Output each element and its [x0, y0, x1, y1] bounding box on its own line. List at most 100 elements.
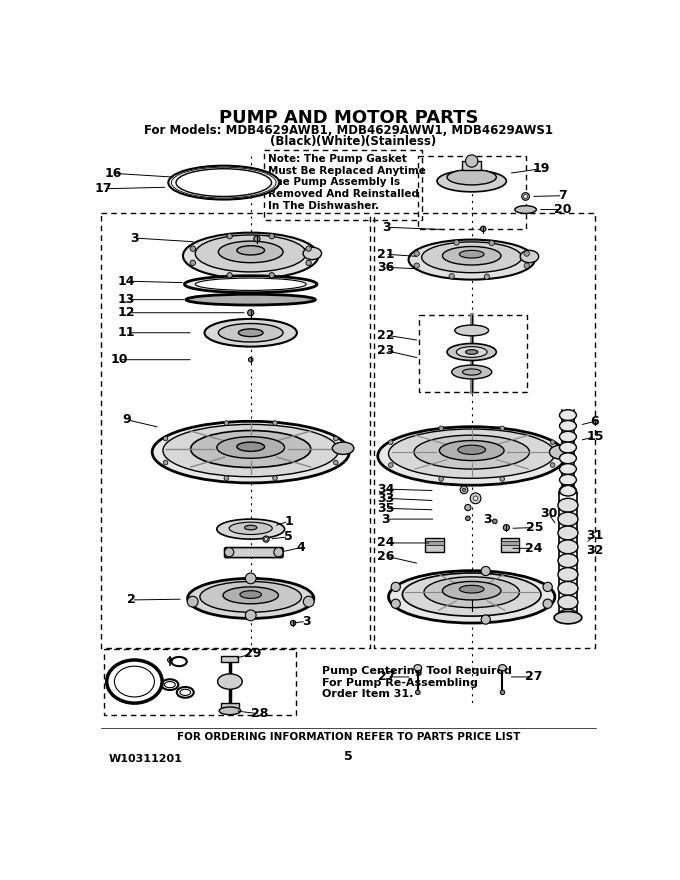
Circle shape: [524, 194, 528, 198]
Ellipse shape: [549, 445, 571, 459]
Ellipse shape: [456, 347, 487, 357]
Ellipse shape: [458, 445, 486, 454]
Text: (Black): (Black): [270, 135, 316, 148]
Ellipse shape: [190, 430, 311, 467]
Text: FOR ORDERING INFORMATION REFER TO PARTS PRICE LIST: FOR ORDERING INFORMATION REFER TO PARTS …: [177, 732, 520, 742]
Ellipse shape: [558, 526, 578, 539]
Circle shape: [224, 476, 228, 480]
Circle shape: [500, 426, 505, 430]
Ellipse shape: [403, 573, 541, 616]
Text: 3: 3: [381, 512, 390, 525]
Ellipse shape: [560, 485, 577, 496]
Circle shape: [492, 519, 497, 524]
Bar: [101, 213, 370, 649]
Bar: [103, 649, 296, 715]
Text: 24: 24: [524, 542, 542, 555]
Ellipse shape: [558, 539, 578, 554]
Circle shape: [522, 193, 530, 201]
Circle shape: [163, 436, 168, 441]
Circle shape: [167, 657, 172, 663]
Circle shape: [484, 274, 490, 280]
Circle shape: [273, 421, 277, 425]
Text: 32: 32: [586, 544, 604, 557]
Text: 22: 22: [377, 328, 394, 341]
Ellipse shape: [422, 242, 522, 273]
Ellipse shape: [218, 674, 242, 689]
Circle shape: [473, 496, 478, 501]
Ellipse shape: [245, 525, 257, 530]
Ellipse shape: [560, 453, 577, 464]
Circle shape: [248, 310, 254, 316]
Text: 6: 6: [591, 414, 599, 428]
Ellipse shape: [560, 442, 577, 453]
Bar: [426, 539, 444, 553]
Ellipse shape: [195, 278, 306, 290]
Ellipse shape: [333, 442, 354, 454]
Bar: [501, 541, 520, 545]
Circle shape: [333, 436, 338, 441]
Circle shape: [263, 536, 269, 542]
Ellipse shape: [409, 239, 535, 280]
Text: For Models: MDB4629AWB1, MDB4629AWW1, MDB4629AWS1: For Models: MDB4629AWB1, MDB4629AWW1, MD…: [144, 124, 553, 136]
Ellipse shape: [560, 474, 577, 485]
Text: 10: 10: [110, 353, 128, 366]
Text: 25: 25: [526, 521, 543, 534]
Text: 21: 21: [377, 247, 394, 260]
Circle shape: [462, 488, 466, 491]
Circle shape: [306, 260, 311, 266]
Circle shape: [254, 236, 260, 242]
Ellipse shape: [498, 664, 507, 671]
Ellipse shape: [462, 369, 481, 375]
Bar: [264, 150, 422, 219]
Ellipse shape: [443, 582, 501, 600]
Text: 1: 1: [284, 515, 293, 528]
Text: 16: 16: [105, 167, 122, 180]
Text: 14: 14: [118, 275, 135, 288]
Circle shape: [414, 263, 420, 268]
Ellipse shape: [183, 232, 318, 279]
Circle shape: [163, 460, 168, 465]
Ellipse shape: [169, 165, 279, 200]
Bar: [221, 703, 239, 711]
Text: 4: 4: [296, 541, 305, 554]
Text: W10311201: W10311201: [108, 753, 182, 764]
Text: 34: 34: [377, 482, 394, 495]
Circle shape: [449, 274, 454, 279]
Circle shape: [274, 547, 283, 557]
Circle shape: [388, 463, 393, 467]
Bar: [420, 315, 527, 392]
Ellipse shape: [218, 241, 283, 262]
Circle shape: [415, 690, 420, 694]
Circle shape: [503, 524, 509, 531]
Circle shape: [248, 357, 253, 362]
Ellipse shape: [114, 666, 154, 697]
Ellipse shape: [217, 436, 285, 458]
Circle shape: [500, 477, 505, 481]
Ellipse shape: [219, 707, 241, 715]
Circle shape: [550, 440, 555, 444]
Bar: [426, 541, 444, 545]
Ellipse shape: [560, 464, 577, 474]
Ellipse shape: [303, 247, 322, 260]
Text: PUMP AND MOTOR PARTS: PUMP AND MOTOR PARTS: [219, 109, 478, 127]
Circle shape: [500, 690, 505, 694]
Text: 20: 20: [554, 203, 571, 216]
Ellipse shape: [176, 169, 271, 196]
Ellipse shape: [218, 324, 283, 342]
Ellipse shape: [558, 512, 578, 526]
Text: 15: 15: [586, 430, 604, 444]
Text: 17: 17: [95, 182, 112, 195]
Ellipse shape: [520, 251, 539, 262]
Circle shape: [224, 547, 234, 557]
Circle shape: [481, 567, 490, 576]
Ellipse shape: [455, 325, 489, 336]
Text: 24: 24: [377, 537, 394, 549]
Circle shape: [414, 251, 420, 256]
Bar: [418, 156, 526, 229]
Circle shape: [489, 240, 494, 246]
Ellipse shape: [378, 427, 566, 485]
Circle shape: [524, 263, 530, 268]
Circle shape: [290, 620, 296, 626]
Ellipse shape: [195, 235, 306, 272]
Circle shape: [481, 615, 490, 624]
